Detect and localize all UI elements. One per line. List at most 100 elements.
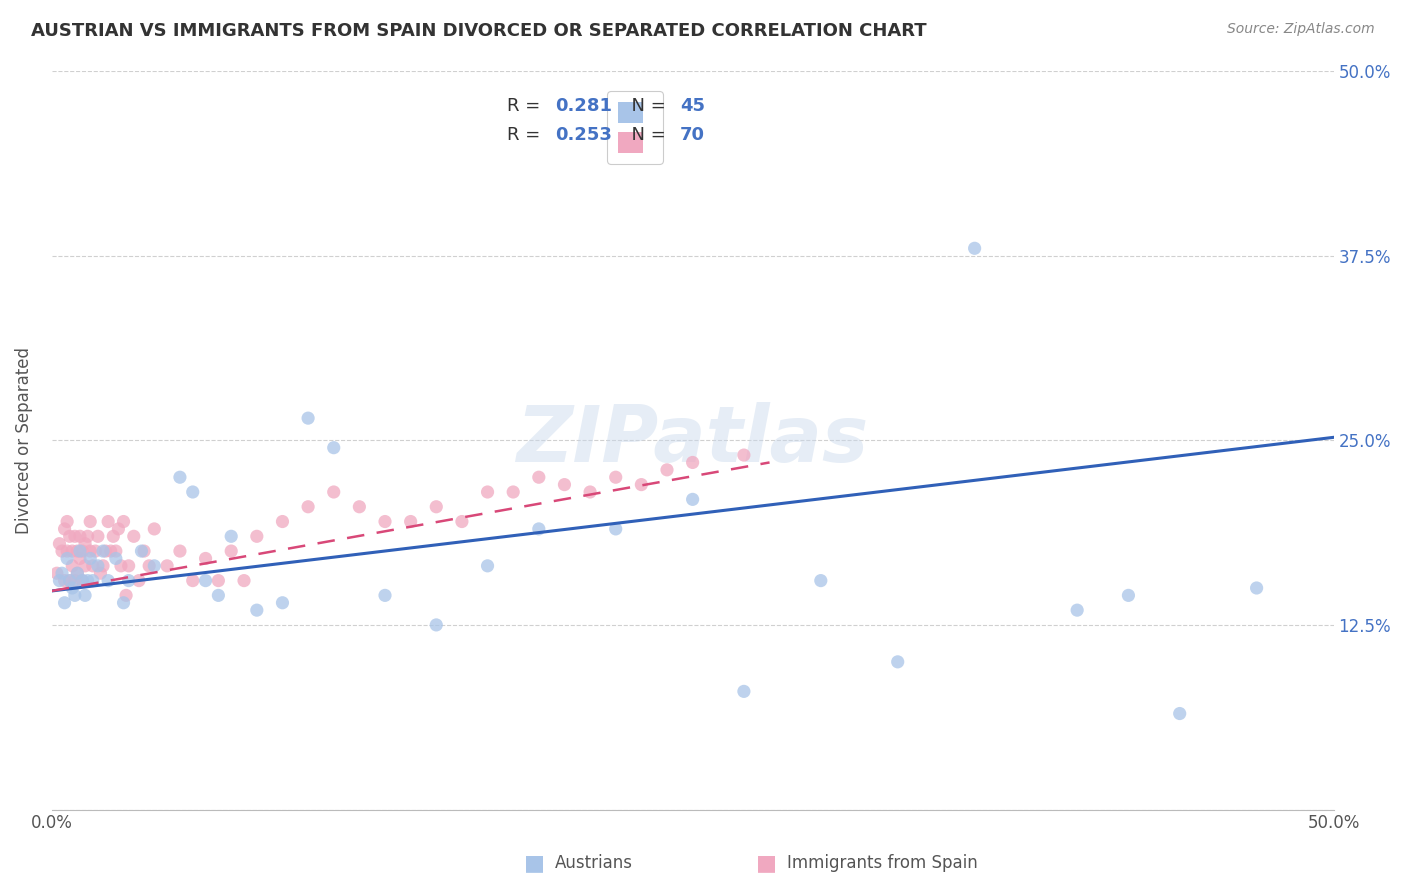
Point: [118, 558, 141, 573]
Point: [553, 477, 575, 491]
Point: [527, 522, 550, 536]
Point: [181, 485, 204, 500]
Point: [79, 544, 101, 558]
Point: [66, 566, 89, 581]
Point: [56, 515, 79, 529]
Point: [63, 588, 86, 602]
Point: [59, 529, 82, 543]
Point: [97, 515, 120, 529]
Point: [1246, 581, 1268, 595]
Point: [51, 566, 73, 581]
Point: [75, 537, 97, 551]
Point: [45, 566, 67, 581]
Point: [87, 529, 110, 543]
Point: [246, 603, 269, 617]
Point: [246, 529, 269, 543]
Point: [451, 515, 474, 529]
Point: [156, 558, 179, 573]
Point: [374, 515, 396, 529]
Point: [297, 411, 319, 425]
Point: [527, 470, 550, 484]
Point: [399, 515, 422, 529]
Point: [207, 574, 229, 588]
Point: [76, 574, 98, 588]
Text: ■: ■: [524, 854, 544, 873]
Text: N =: N =: [620, 97, 671, 115]
Point: [56, 551, 79, 566]
Point: [107, 522, 129, 536]
Point: [233, 574, 256, 588]
Point: [56, 544, 79, 558]
Point: [963, 241, 986, 255]
Point: [733, 684, 755, 698]
Point: [63, 529, 86, 543]
Point: [605, 522, 627, 536]
Point: [66, 566, 89, 581]
Text: 0.281: 0.281: [555, 97, 613, 115]
Point: [69, 529, 91, 543]
Y-axis label: Divorced or Separated: Divorced or Separated: [15, 347, 32, 533]
Point: [605, 470, 627, 484]
Point: [477, 485, 499, 500]
Point: [1066, 603, 1088, 617]
Point: [66, 544, 89, 558]
Point: [733, 448, 755, 462]
Point: [886, 655, 908, 669]
Text: N =: N =: [620, 127, 671, 145]
Point: [84, 544, 107, 558]
Point: [132, 544, 155, 558]
Point: [76, 529, 98, 543]
Point: [89, 566, 111, 581]
Point: [97, 574, 120, 588]
Point: [322, 441, 344, 455]
Point: [322, 485, 344, 500]
Point: [91, 558, 114, 573]
Point: [82, 574, 104, 588]
Point: [48, 574, 70, 588]
Point: [682, 492, 704, 507]
Text: ■: ■: [756, 854, 776, 873]
Point: [349, 500, 371, 514]
Legend: , : ,: [607, 91, 664, 163]
Point: [72, 544, 94, 558]
Point: [110, 558, 132, 573]
Point: [143, 522, 166, 536]
Point: [143, 558, 166, 573]
Point: [425, 500, 447, 514]
Point: [72, 574, 94, 588]
Point: [100, 544, 122, 558]
Text: AUSTRIAN VS IMMIGRANTS FROM SPAIN DIVORCED OR SEPARATED CORRELATION CHART: AUSTRIAN VS IMMIGRANTS FROM SPAIN DIVORC…: [31, 22, 927, 40]
Point: [1168, 706, 1191, 721]
Text: Source: ZipAtlas.com: Source: ZipAtlas.com: [1227, 22, 1375, 37]
Text: 0.253: 0.253: [555, 127, 613, 145]
Point: [169, 544, 191, 558]
Point: [118, 574, 141, 588]
Point: [69, 544, 91, 558]
Point: [374, 588, 396, 602]
Point: [53, 574, 76, 588]
Text: 45: 45: [681, 97, 704, 115]
Point: [82, 558, 104, 573]
Point: [72, 574, 94, 588]
Point: [48, 537, 70, 551]
Point: [655, 463, 678, 477]
Point: [194, 574, 217, 588]
Point: [810, 574, 832, 588]
Point: [60, 581, 83, 595]
Point: [104, 551, 127, 566]
Point: [59, 574, 82, 588]
Point: [112, 596, 135, 610]
Point: [138, 558, 160, 573]
Point: [104, 544, 127, 558]
Point: [128, 574, 150, 588]
Point: [94, 544, 117, 558]
Text: Immigrants from Spain: Immigrants from Spain: [787, 855, 979, 872]
Point: [1118, 588, 1140, 602]
Point: [219, 529, 242, 543]
Point: [122, 529, 145, 543]
Point: [79, 551, 101, 566]
Text: 70: 70: [681, 127, 704, 145]
Point: [477, 558, 499, 573]
Point: [181, 574, 204, 588]
Point: [630, 477, 652, 491]
